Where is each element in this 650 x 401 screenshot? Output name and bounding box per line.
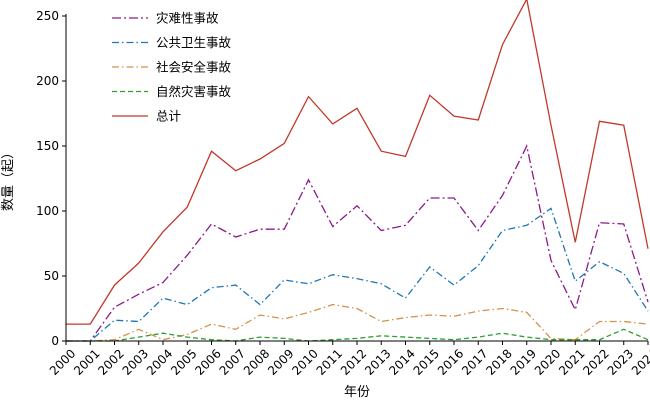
series-line-4 (66, 0, 649, 325)
series-line-2 (66, 303, 649, 342)
x-tick-label: 2023 (605, 346, 636, 377)
x-tick-label: 2007 (217, 346, 248, 377)
x-tick-label: 2014 (386, 346, 417, 377)
x-tick-label: 2022 (580, 346, 611, 377)
series-line-1 (66, 207, 649, 342)
x-axis-ticks: 2000200120022003200420052006200720082009… (47, 341, 650, 378)
x-tick-label: 2010 (289, 346, 320, 377)
x-axis-label: 年份 (344, 385, 370, 400)
x-tick-label: 2020 (532, 346, 563, 377)
legend-label: 总计 (156, 109, 181, 124)
x-tick-label: 2008 (241, 346, 272, 377)
x-tick-label: 2011 (314, 346, 345, 377)
y-axis-ticks: 0 50 100 150 200 250 (36, 9, 66, 348)
y-tick-label: 150 (36, 139, 59, 153)
x-tick-label: 2021 (556, 346, 587, 377)
series-line-0 (66, 144, 649, 342)
series-line-3 (66, 328, 649, 342)
x-tick-label: 2005 (168, 346, 199, 377)
x-tick-label: 2009 (265, 346, 296, 377)
x-tick-label: 2018 (483, 346, 514, 377)
legend-label: 自然灾害事故 (156, 84, 232, 99)
x-tick-label: 2012 (338, 346, 369, 377)
x-tick-label: 2003 (120, 346, 151, 377)
y-tick-label: 50 (44, 269, 59, 283)
x-tick-label: 2015 (411, 346, 442, 377)
x-tick-label: 2024 (629, 346, 650, 377)
series-lines (66, 0, 649, 342)
y-tick-label: 200 (36, 74, 59, 88)
y-tick-label: 250 (36, 9, 59, 23)
y-tick-label: 100 (36, 204, 59, 218)
x-tick-label: 2000 (47, 346, 78, 377)
y-tick-label: 0 (51, 334, 59, 348)
y-axis-label: 数量（起） (1, 146, 16, 211)
legend-label: 公共卫生事故 (156, 35, 232, 50)
x-tick-label: 2001 (71, 346, 102, 377)
x-tick-label: 2006 (192, 346, 223, 377)
x-tick-label: 2017 (459, 346, 490, 377)
x-tick-label: 2019 (508, 346, 539, 377)
x-tick-label: 2013 (362, 346, 393, 377)
x-tick-label: 2002 (95, 346, 126, 377)
legend-label: 灾难性事故 (156, 11, 219, 26)
x-tick-label: 2004 (144, 346, 175, 377)
legend-label: 社会安全事故 (156, 60, 232, 75)
axes (65, 14, 648, 342)
x-tick-label: 2016 (435, 346, 466, 377)
